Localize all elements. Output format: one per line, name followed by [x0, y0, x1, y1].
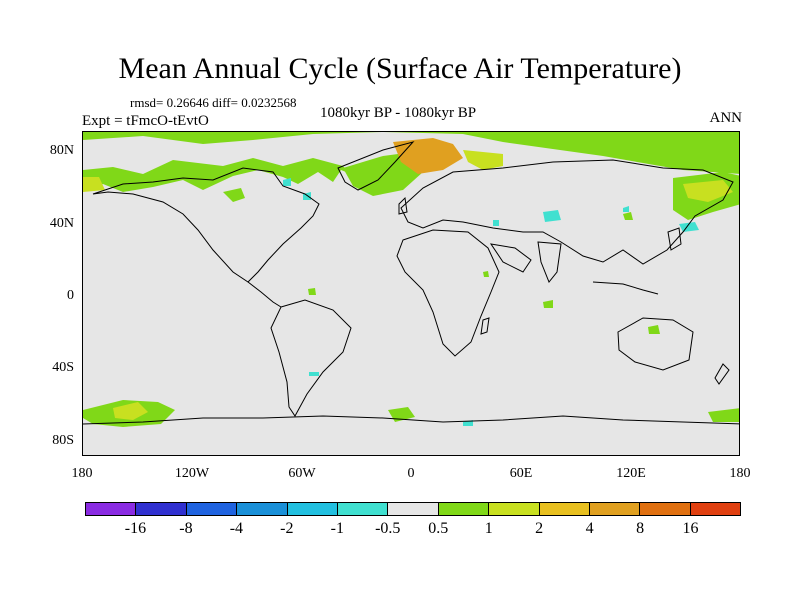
period-label: 1080kyr BP - 1080kyr BP — [320, 105, 477, 121]
lon-label: 60W — [288, 466, 316, 481]
coastlines — [83, 141, 739, 425]
colorbar-label: -4 — [229, 520, 244, 537]
season-label: ANN — [709, 110, 743, 126]
map-area — [82, 131, 740, 456]
map-svg — [83, 132, 739, 427]
lat-label: 80S — [52, 433, 74, 448]
colorbar-swatch — [186, 503, 238, 515]
colorbar-label: -16 — [124, 520, 147, 537]
colorbar-swatch — [86, 503, 137, 515]
colorbar-label: -1 — [330, 520, 344, 537]
colorbar-swatch — [539, 503, 590, 515]
colorbar-swatch — [690, 503, 741, 515]
colorbar — [85, 502, 741, 516]
colorbar-label: 4 — [585, 520, 594, 537]
colorbar-label: 1 — [484, 520, 493, 537]
lat-label: 40N — [49, 216, 74, 231]
colorbar-swatch — [388, 503, 439, 515]
colorbar-swatch — [640, 503, 691, 515]
colorbar-label: 16 — [682, 520, 699, 537]
experiment-label: Expt = tFmcO-tEvtO — [82, 113, 209, 129]
lon-label: 180 — [729, 466, 751, 481]
colorbar-label: -0.5 — [375, 520, 401, 537]
colorbar-swatch — [589, 503, 641, 515]
colorbar-label: 2 — [535, 520, 544, 537]
lon-label: 120W — [174, 466, 210, 481]
colorbar-swatch — [489, 503, 540, 515]
lon-label: 60E — [509, 466, 533, 481]
lon-label: 0 — [407, 466, 415, 481]
colorbar-label: -2 — [280, 520, 294, 537]
colorbar-swatch — [237, 503, 288, 515]
colorbar-swatch — [337, 503, 389, 515]
colorbar-label: -8 — [179, 520, 193, 537]
anomaly-shading — [83, 132, 739, 427]
stats-text: rmsd= 0.26646 diff= 0.0232568 — [130, 95, 297, 110]
lat-label: 0 — [67, 288, 74, 303]
lat-label: 80N — [49, 143, 74, 158]
colorbar-swatch — [287, 503, 338, 515]
colorbar-label: 8 — [636, 520, 645, 537]
colorbar-swatch — [136, 503, 187, 515]
chart-title: Mean Annual Cycle (Surface Air Temperatu… — [118, 52, 682, 85]
lon-label: 120E — [616, 466, 646, 481]
lat-label: 40S — [52, 360, 74, 375]
colorbar-label: 0.5 — [428, 520, 449, 537]
colorbar-swatch — [438, 503, 490, 515]
lon-label: 180 — [71, 466, 93, 481]
